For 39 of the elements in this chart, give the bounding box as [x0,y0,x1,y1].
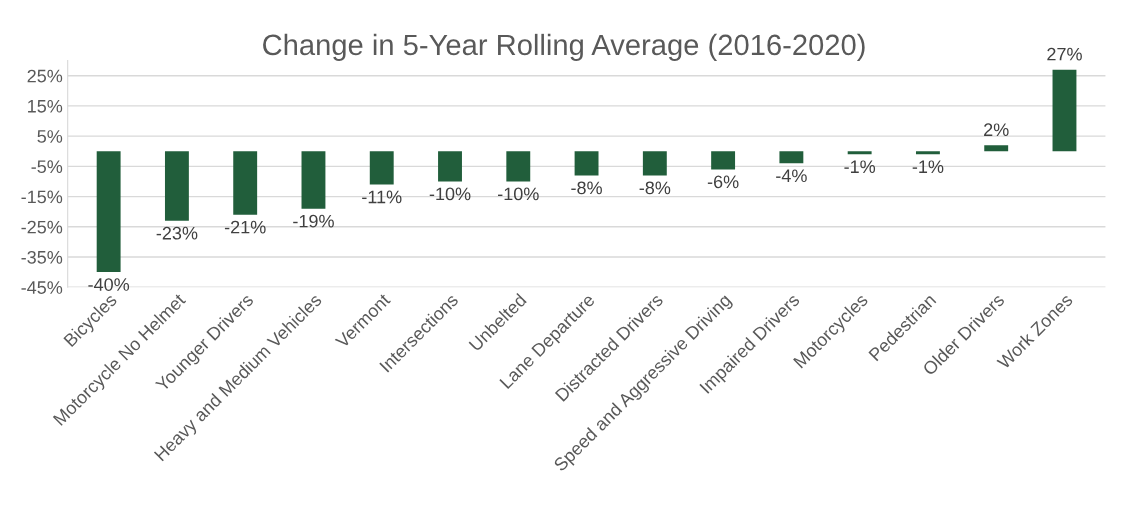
bar [779,151,804,164]
data-label: -19% [293,214,334,228]
data-label: 27% [1047,47,1082,61]
y-tick-label: -45% [21,281,63,294]
y-tick-label: 15% [28,99,63,113]
bar [642,151,667,176]
data-label: -4% [776,169,807,183]
y-tick-label: -5% [31,160,63,174]
data-label: 2% [984,123,1009,137]
bar [915,151,940,155]
data-label: -10% [498,187,539,201]
data-label: -10% [429,187,471,201]
bar [369,151,394,185]
bar [301,151,326,209]
bar [847,151,872,155]
bar [574,151,599,176]
bar [1052,69,1077,152]
y-tick-label: -15% [21,190,63,204]
y-tick-label: -35% [21,250,63,264]
data-label: -21% [224,220,266,234]
data-label: -1% [844,160,876,174]
bar [438,151,462,182]
bar [233,151,258,215]
bar [984,145,1009,152]
y-tick-label: -25% [21,220,63,234]
data-label: -8% [571,181,602,195]
bar [711,151,736,170]
data-label: -1% [912,160,944,174]
bar [96,151,121,273]
data-label: -23% [156,226,198,240]
chart-title: Change in 5-Year Rolling Average (2016-2020) [263,33,865,62]
y-tick-label: 5% [37,130,63,143]
data-label: -40% [88,278,130,291]
data-label: -11% [362,190,402,204]
bar [506,151,531,182]
y-tick-label: 25% [27,69,63,83]
data-label: -8% [639,181,671,195]
data-label: -6% [707,175,739,189]
bar [164,151,189,221]
